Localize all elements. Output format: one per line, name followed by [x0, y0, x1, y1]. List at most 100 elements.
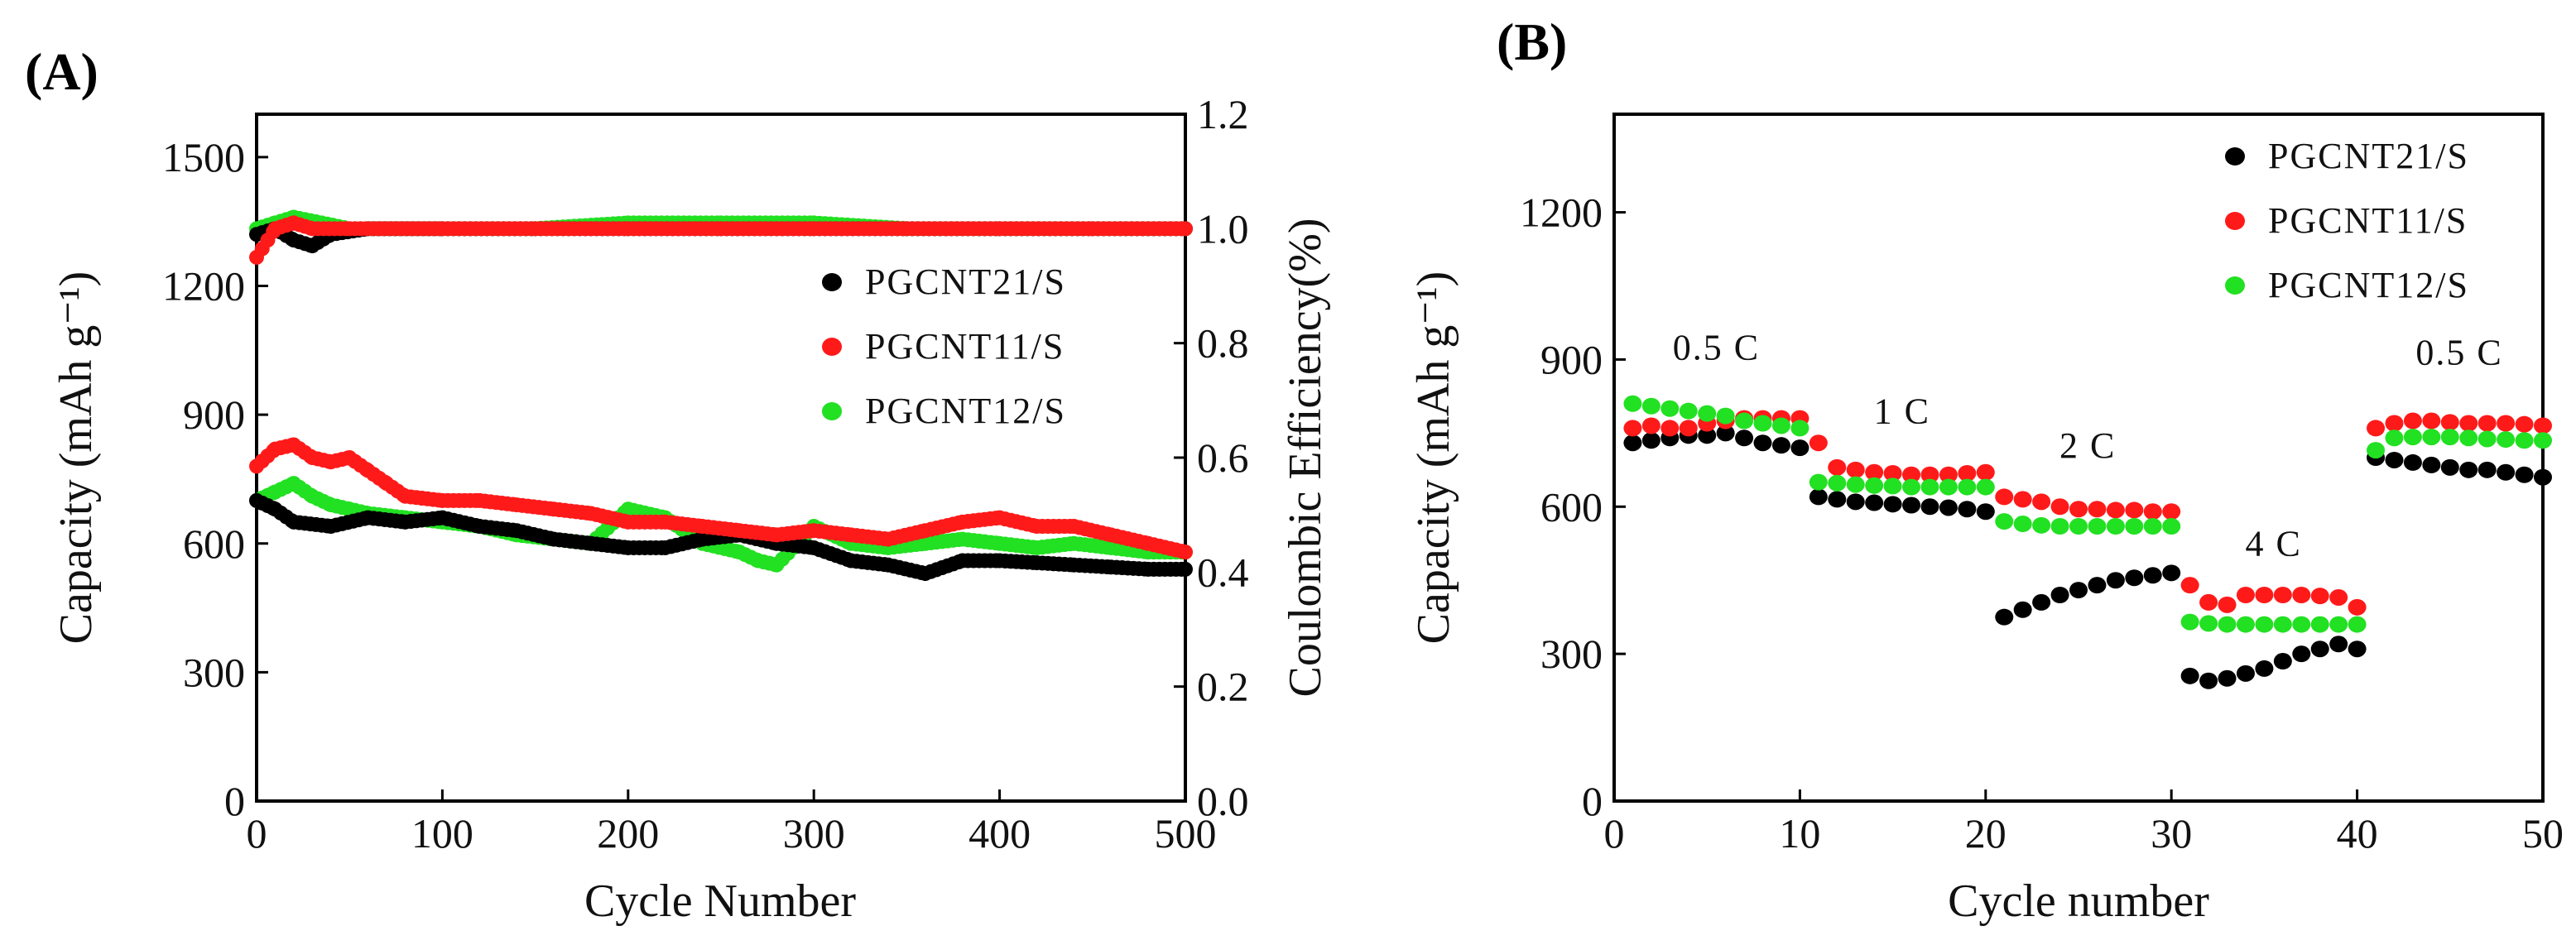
panel-a-y-tick-label: 0 [224, 778, 245, 824]
panel-b-data-point [1623, 434, 1642, 452]
panel-b-data-point [2180, 667, 2199, 684]
panel-b-data-point [1753, 415, 1772, 432]
panel-b-data-point [1995, 513, 2014, 530]
panel-b-data-point [2013, 491, 2032, 508]
panel-b-data-point [2440, 429, 2459, 446]
panel-b-data-point [1995, 608, 2014, 626]
panel-b-data-point [1883, 464, 1902, 482]
panel-a-x-axis-title: Cycle Number [584, 876, 856, 927]
panel-a-x-tick-label: 100 [411, 810, 473, 856]
panel-b-data-point [2218, 616, 2237, 633]
panel-b-y-tick-label: 0 [1582, 778, 1603, 824]
panel-a-y2-tick-label: 1.2 [1197, 91, 1249, 137]
panel-a-y-axis: 0 300 600 900 1200 1500 [162, 134, 268, 824]
panel-b-data-point [2273, 653, 2292, 670]
panel-a-y2-axis: 0.0 0.2 0.4 0.6 0.8 1.0 1.2 [1174, 91, 1249, 824]
panel-a-label: (A) [25, 42, 99, 101]
panel-b-data-point [1735, 429, 1754, 447]
panel-b-data-point [2218, 669, 2237, 687]
panel-b-data-point [2459, 415, 2478, 432]
panel-b-data-point [2180, 613, 2199, 631]
panel-b-legend-marker [2225, 212, 2245, 230]
panel-b-data-point [2088, 518, 2107, 535]
panel-b-data-point [2497, 431, 2516, 449]
panel-b-data-point [2125, 501, 2144, 519]
panel-b-data-point [1716, 425, 1735, 442]
panel-b-data-point [2497, 463, 2516, 481]
panel-b-data-point [2403, 453, 2422, 471]
panel-b-data-point [2050, 518, 2069, 535]
panel-a-legend: PGCNT21/S PGCNT11/S PGCNT12/S [822, 261, 1066, 431]
panel-b-data-point [2385, 451, 2404, 468]
panel-b-data-point [1846, 493, 1865, 511]
panel-a-y2-tick-label: 0.4 [1197, 549, 1249, 595]
panel-b-label: (B) [1497, 12, 1567, 71]
panel-b-data-point [2292, 645, 2311, 663]
panel-b-data-point [2329, 616, 2348, 633]
panel-b-data-point [1939, 478, 1958, 496]
panel-b-data-point [2459, 429, 2478, 447]
panel-b-data-point [2088, 577, 2107, 594]
panel-b-data-point [1623, 420, 1642, 437]
panel-b-rate-label: 2 C [2059, 425, 2116, 466]
panel-b-data-point [2440, 414, 2459, 431]
panel-a-y-tick-label: 1500 [162, 134, 245, 180]
panel-b-data-point [2069, 582, 2088, 599]
panel-b-data-point [2348, 641, 2367, 658]
panel-a-x-tick-label: 0 [247, 810, 267, 856]
panel-b-data-point [1920, 498, 1939, 516]
panel-b-x-tick-label: 50 [2522, 810, 2564, 856]
panel-b-data-point [2515, 432, 2534, 449]
panel-b-data-point [2385, 429, 2404, 447]
panel-b-data-point [2273, 587, 2292, 603]
panel-a-legend-label: PGCNT12/S [865, 391, 1066, 431]
panel-b-data-point [2180, 577, 2199, 594]
panel-a-chart: (A) 0 300 600 900 1200 1500 0.0 0.2 0.4 0.6 0.8 1.… [25, 42, 1331, 927]
panel-a-capacity-point [1178, 545, 1193, 560]
panel-b-data-point [2292, 616, 2311, 633]
panel-b-data-point [1976, 463, 1995, 481]
panel-b-data-point [1698, 405, 1717, 422]
panel-b-data-point [2310, 588, 2329, 605]
panel-a-x-tick-label: 500 [1155, 810, 1217, 856]
panel-a-y-tick-label: 600 [183, 521, 245, 567]
panel-b-data-point [1623, 395, 1642, 412]
panel-b-data-point [1920, 478, 1939, 496]
panel-b-chart: (B) 0 300 600 900 1200 0 10 20 30 40 50 0.5 C 1 C 2… [1408, 12, 2564, 927]
panel-b-data-point [1790, 439, 1809, 457]
panel-b-data-point [1958, 478, 1977, 496]
panel-b-data-point [1809, 473, 1828, 491]
panel-a-y2-tick-label: 0.0 [1197, 778, 1249, 824]
panel-b-data-point [2032, 516, 2051, 534]
panel-b-data-point [1679, 420, 1698, 437]
panel-b-data-point [1828, 474, 1847, 492]
panel-b-y-tick-label: 300 [1540, 631, 1603, 677]
panel-a-legend-marker [822, 402, 842, 420]
panel-b-x-tick-label: 20 [1965, 810, 2006, 856]
panel-b-data-point [1790, 420, 1809, 437]
panel-a-y-tick-label: 1200 [162, 263, 245, 309]
panel-b-data-point [1920, 466, 1939, 483]
panel-b-data-point [2199, 593, 2218, 611]
panel-b-data-point [1828, 491, 1847, 508]
panel-a-legend-marker [822, 273, 842, 291]
panel-b-data-point [2032, 493, 2051, 511]
panel-b-legend-marker [2225, 147, 2245, 166]
panel-b-x-tick-label: 0 [1604, 810, 1625, 856]
panel-b-legend-label: PGCNT12/S [2268, 265, 2469, 305]
panel-b-data-point [2162, 564, 2181, 582]
panel-b-data-point [1753, 434, 1772, 452]
panel-b-data-point [2106, 518, 2125, 535]
panel-b-x-axis-title: Cycle number [1948, 876, 2209, 927]
panel-b-data-point [1771, 437, 1790, 454]
panel-b-legend-label: PGCNT11/S [2268, 200, 2468, 241]
panel-b-data-point [1958, 501, 1977, 518]
panel-b-data-point [2143, 567, 2162, 584]
panel-b-data-point [2477, 461, 2497, 478]
panel-b-y-tick-label: 1200 [1520, 190, 1603, 236]
panel-a-y2-axis-title: Coulombic Efficiency(%) [1280, 218, 1331, 697]
panel-b-legend-marker [2225, 276, 2245, 295]
panel-a-legend-marker [822, 338, 842, 356]
panel-a-efficiency-point [1178, 221, 1193, 237]
